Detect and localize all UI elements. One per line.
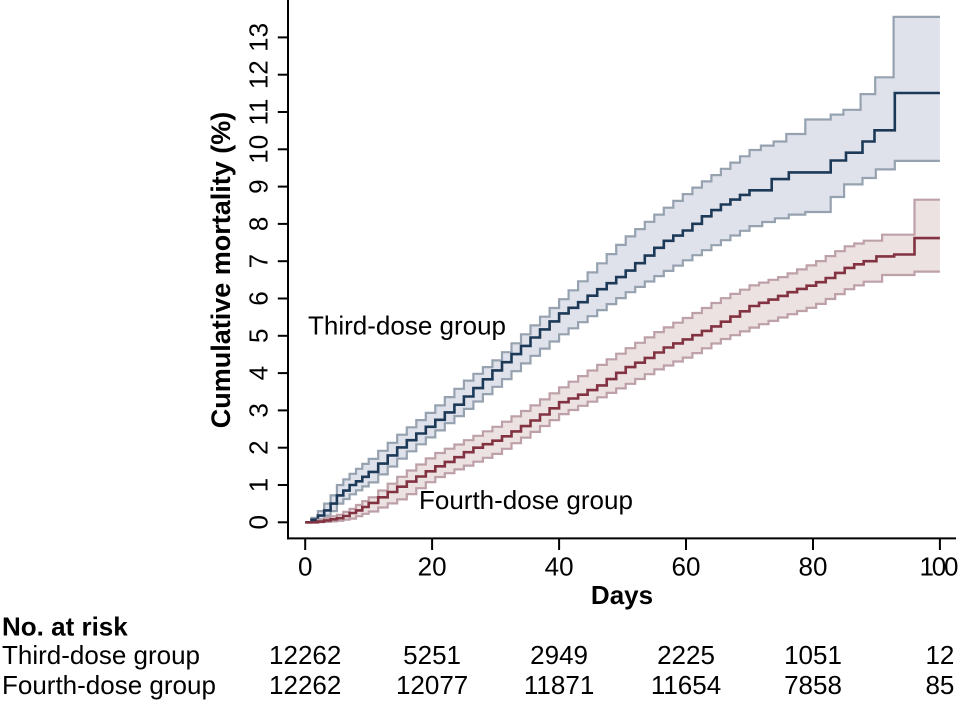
svg-text:60: 60: [672, 551, 701, 581]
svg-text:5: 5: [244, 329, 274, 343]
svg-text:80: 80: [799, 551, 828, 581]
svg-text:11: 11: [244, 99, 274, 126]
svg-text:40: 40: [545, 551, 574, 581]
svg-text:Third-dose group: Third-dose group: [2, 640, 200, 670]
svg-text:12: 12: [925, 640, 954, 670]
svg-text:11654: 11654: [651, 670, 721, 700]
svg-text:7: 7: [244, 254, 274, 268]
svg-text:2: 2: [244, 440, 274, 454]
svg-text:12262: 12262: [269, 670, 341, 700]
svg-text:11871: 11871: [524, 670, 594, 700]
svg-text:20: 20: [418, 551, 447, 581]
svg-text:Third-dose group: Third-dose group: [308, 310, 506, 340]
svg-text:1051: 1051: [784, 640, 842, 670]
svg-text:9: 9: [244, 179, 274, 193]
svg-text:8: 8: [244, 217, 274, 231]
svg-text:0: 0: [298, 551, 312, 581]
svg-text:No. at risk: No. at risk: [2, 612, 128, 642]
svg-text:Fourth-dose group: Fourth-dose group: [2, 670, 216, 700]
svg-text:1: 1: [244, 478, 274, 492]
svg-text:12077: 12077: [396, 670, 468, 700]
svg-text:10: 10: [244, 135, 274, 164]
svg-text:0: 0: [244, 515, 274, 529]
svg-text:4: 4: [244, 366, 274, 380]
svg-text:Days: Days: [591, 580, 653, 610]
svg-text:2225: 2225: [657, 640, 715, 670]
svg-text:6: 6: [244, 291, 274, 305]
svg-text:100: 100: [920, 551, 959, 581]
svg-text:Fourth-dose group: Fourth-dose group: [419, 485, 633, 515]
svg-text:Cumulative mortality (%): Cumulative mortality (%): [206, 112, 236, 429]
svg-text:85: 85: [925, 670, 954, 700]
svg-text:13: 13: [244, 23, 274, 52]
svg-text:2949: 2949: [530, 640, 588, 670]
svg-text:12262: 12262: [269, 640, 341, 670]
svg-text:12: 12: [244, 60, 274, 89]
svg-text:5251: 5251: [403, 640, 461, 670]
svg-text:7858: 7858: [784, 670, 842, 700]
svg-text:3: 3: [244, 403, 274, 417]
